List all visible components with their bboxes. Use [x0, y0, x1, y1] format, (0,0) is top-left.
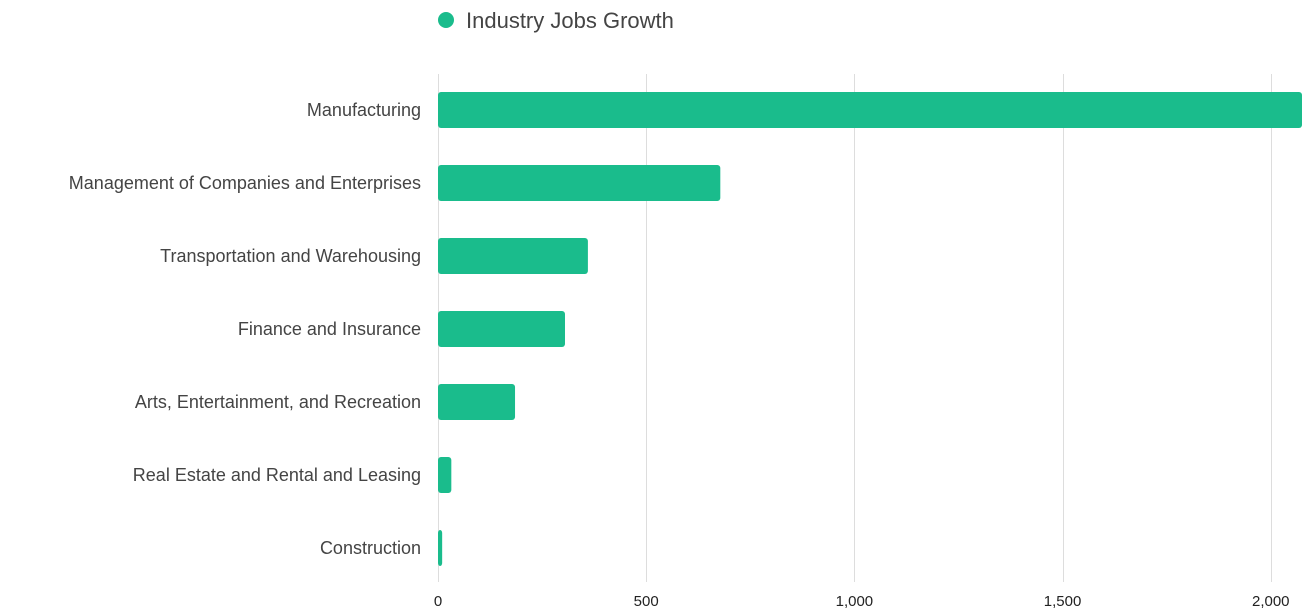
- bar[interactable]: [438, 92, 1302, 128]
- x-tick-label: 2,000: [1252, 593, 1290, 610]
- category-labels: Manufacturing Management of Companies and…: [69, 100, 421, 558]
- bar[interactable]: [438, 165, 721, 201]
- category-label: Real Estate and Rental and Leasing: [133, 465, 421, 485]
- x-tick-label: 1,500: [1044, 593, 1082, 610]
- gridlines: [438, 74, 1272, 582]
- bars: [438, 92, 1302, 566]
- category-label: Arts, Entertainment, and Recreation: [135, 392, 421, 412]
- bar[interactable]: [438, 457, 452, 493]
- category-label: Management of Companies and Enterprises: [69, 173, 421, 193]
- x-tick-label: 0: [434, 593, 442, 610]
- x-tick-label: 1,000: [836, 593, 874, 610]
- category-label: Construction: [320, 538, 421, 558]
- x-tick-label: 500: [634, 593, 659, 610]
- category-label: Transportation and Warehousing: [160, 246, 421, 266]
- bar[interactable]: [438, 384, 516, 420]
- category-label: Manufacturing: [307, 100, 421, 120]
- legend-swatch: [438, 12, 454, 28]
- bar[interactable]: [438, 311, 565, 347]
- legend: Industry Jobs Growth: [438, 8, 674, 33]
- category-label: Finance and Insurance: [238, 319, 421, 339]
- bar[interactable]: [438, 530, 443, 566]
- x-axis-tick-labels: 0 500 1,000 1,500 2,000: [434, 593, 1290, 610]
- bar[interactable]: [438, 238, 588, 274]
- legend-label: Industry Jobs Growth: [466, 8, 674, 33]
